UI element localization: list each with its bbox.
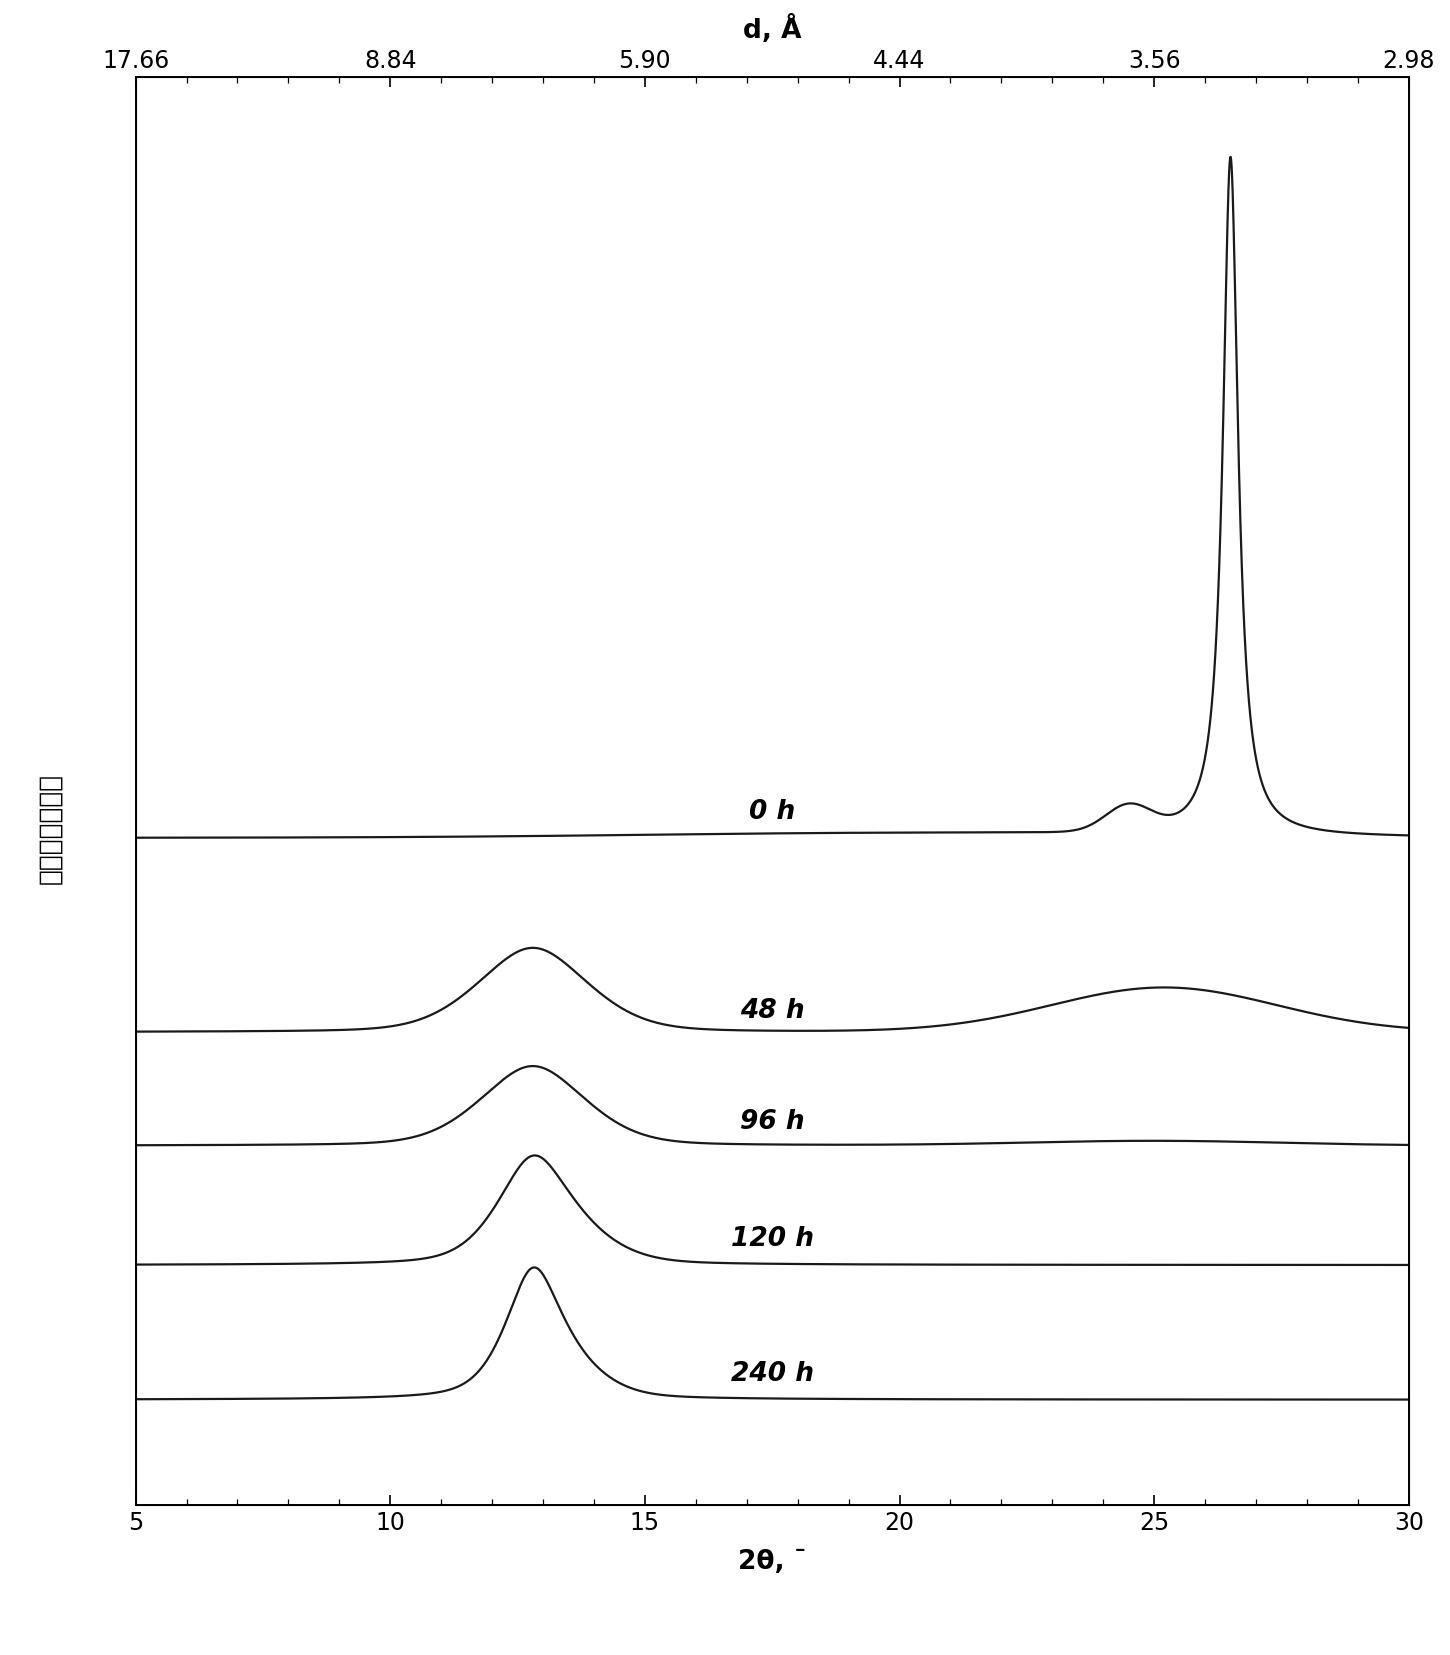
Text: 0 h: 0 h: [750, 798, 795, 824]
Text: 120 h: 120 h: [731, 1225, 813, 1251]
Text: 48 h: 48 h: [740, 998, 805, 1023]
X-axis label: d, Å: d, Å: [742, 15, 802, 45]
X-axis label: 2θ, ¯: 2θ, ¯: [738, 1547, 806, 1574]
Text: 96 h: 96 h: [740, 1109, 805, 1134]
Text: 240 h: 240 h: [731, 1360, 813, 1385]
Text: 强度，任意单位: 强度，任意单位: [38, 771, 64, 884]
